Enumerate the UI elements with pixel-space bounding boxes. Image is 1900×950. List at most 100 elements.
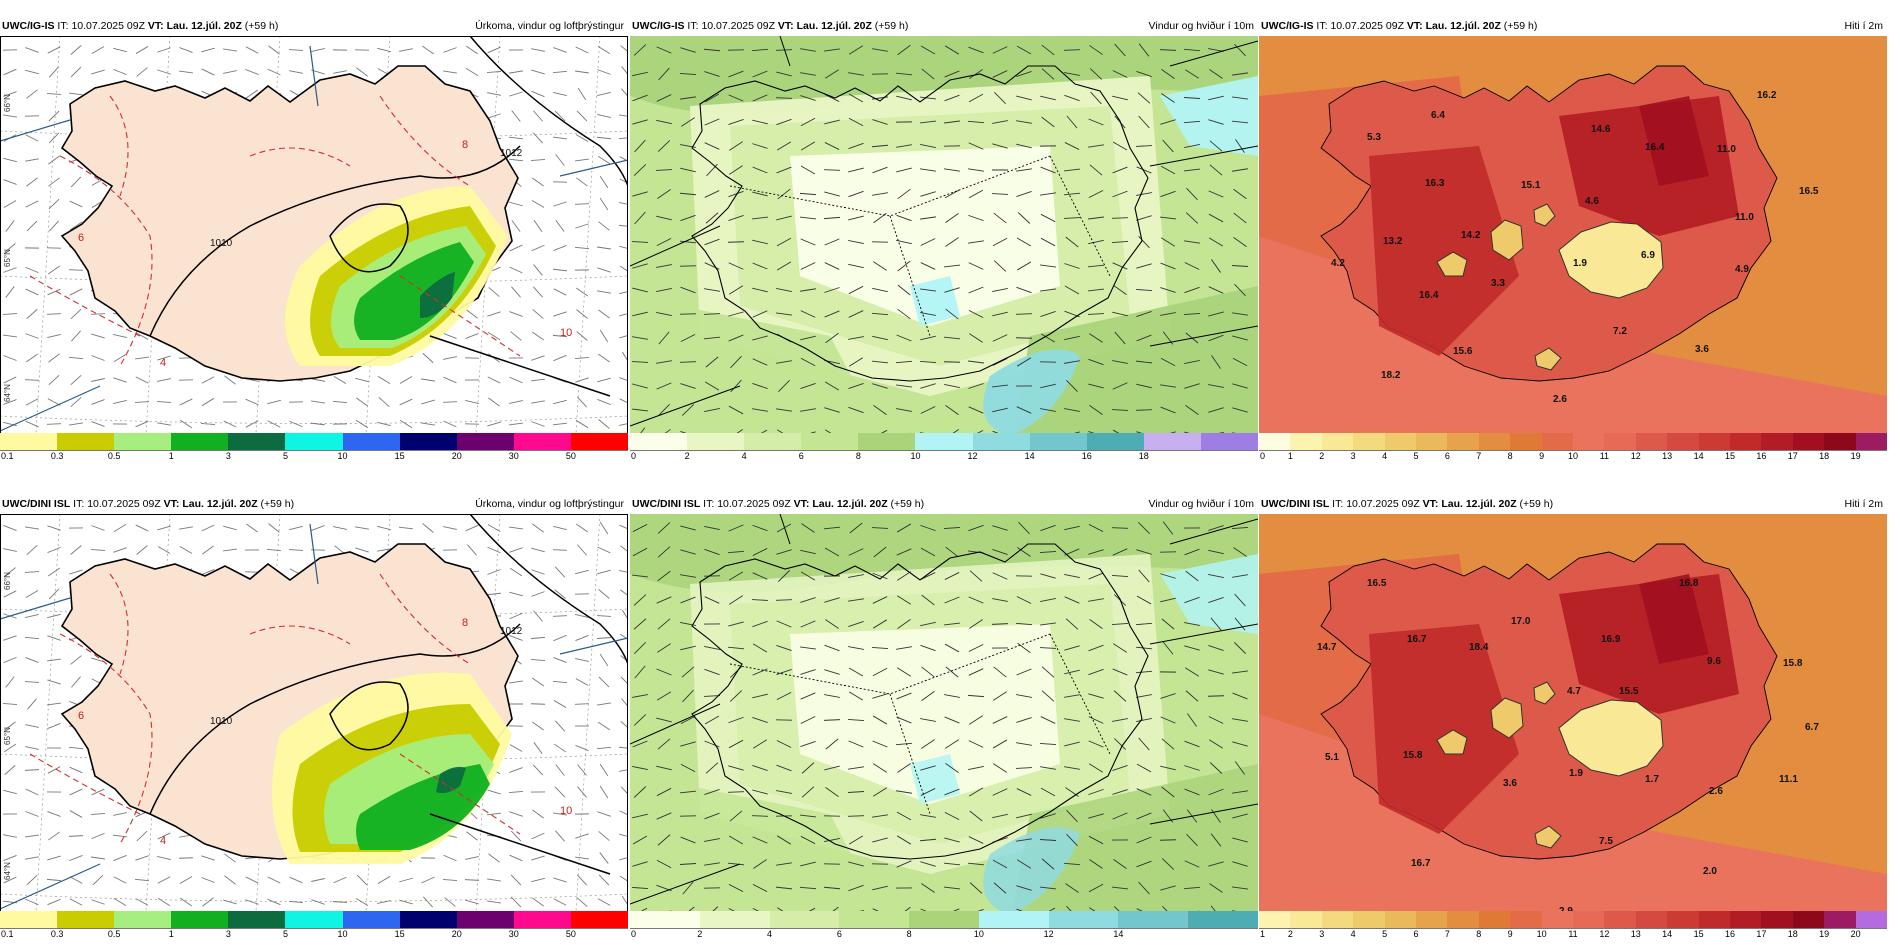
- precip-shading: [285, 186, 508, 366]
- panel-header: UWC/IG-IS IT: 10.07.2025 09Z VT: Lau. 12…: [0, 18, 628, 34]
- colorbar-swatch: [513, 911, 572, 928]
- model-name: UWC/DINI ISL: [2, 498, 71, 510]
- colorbar-tick-label: 0: [1260, 451, 1266, 461]
- colorbar-swatch: [1510, 433, 1543, 450]
- temp-contour-label: 8: [462, 617, 468, 629]
- colorbar-tick-label: 15: [1724, 451, 1736, 461]
- panel-title: Vindur og hviður í 10m: [1148, 498, 1254, 510]
- valid-time: Lau. 12.júl. 20Z: [1441, 498, 1517, 510]
- colorbar-swatch: [342, 911, 401, 928]
- model-name: UWC/DINI ISL: [632, 498, 701, 510]
- colorbar-swatch: [1698, 911, 1731, 928]
- colorbar-swatch: [1353, 911, 1386, 928]
- temp-value-label: 4.9: [1735, 264, 1749, 275]
- valid-prefix: VT:: [777, 20, 794, 32]
- valid-prefix: VT:: [1406, 20, 1423, 32]
- colorbar-tick-label: 12: [1630, 451, 1641, 461]
- issue-time: 10.07.2025 09Z: [717, 498, 791, 510]
- colorbar-swatch: [399, 911, 458, 928]
- colorbar-swatch: [1667, 433, 1700, 450]
- temperature-contours: [29, 95, 521, 367]
- valid-prefix: VT:: [163, 498, 180, 510]
- colorbar-tick-label: 10: [910, 451, 921, 461]
- colorbar-swatch: [769, 911, 840, 928]
- valid-prefix: VT:: [793, 498, 810, 510]
- temp-value-label: 4.7: [1567, 686, 1581, 697]
- colorbar-tick-label: 2: [697, 929, 703, 939]
- colorbar-tick-label: 18: [1819, 451, 1830, 461]
- colorbar-tick-label: 5: [282, 929, 288, 939]
- colorbar-swatch: [1573, 911, 1605, 928]
- colorbar-axis: [630, 928, 1258, 929]
- colorbar-axis: [0, 450, 628, 451]
- temp-value-label: 16.4: [1419, 290, 1439, 301]
- colorbar-swatch: [744, 433, 802, 450]
- issue-prefix: IT:: [687, 20, 699, 32]
- coastline: [691, 543, 1149, 860]
- colorbar-tick-label: 18: [1787, 929, 1798, 939]
- lead-time: (+59 h): [890, 498, 925, 510]
- colorbar-swatch: [1188, 911, 1259, 928]
- temp-contour-label: 8: [462, 139, 468, 151]
- colorbar-swatch: [1635, 433, 1668, 450]
- temp-colorbar: 1 2 3 4 5 6 7 8 9 10 11 12 13 14 15 16 17 18 19 20: [1259, 911, 1888, 939]
- colorbar-swatch: [57, 911, 115, 928]
- colorbar-swatch: [1478, 433, 1511, 450]
- colorbar-swatch: [1384, 911, 1417, 928]
- panel-title: Hiti í 2m: [1844, 498, 1883, 510]
- colorbar-swatch: [1118, 911, 1189, 928]
- wind-map[interactable]: [630, 36, 1258, 450]
- colorbar-swatch: [399, 433, 458, 450]
- issue-time: 10.07.2025 09Z: [87, 498, 161, 510]
- colorbar-tick-label: 1: [1287, 451, 1293, 461]
- colorbar-swatch: [1541, 911, 1574, 928]
- temp-value-label: 7.5: [1599, 836, 1613, 847]
- colorbar-swatch: [1667, 911, 1700, 928]
- temp-map[interactable]: 16.5 16.8 17.0 16.9 14.7 16.7 18.4 9.6 15.8 4.7 15…: [1259, 514, 1887, 928]
- precip-map[interactable]: 1010 1012 6 4 10 8 66°N 65°N 64°N: [0, 514, 628, 928]
- temp-value-label: 16.3: [1425, 178, 1445, 189]
- temp-value-label: 1.7: [1645, 774, 1659, 785]
- colorbar-swatch: [1730, 433, 1762, 450]
- colorbar-swatch: [114, 911, 172, 928]
- colorbar-swatch: [57, 433, 115, 450]
- temp-value-label: 5.3: [1367, 132, 1381, 143]
- colorbar-swatch: [1447, 433, 1480, 450]
- colorbar-tick-label: 19: [1819, 929, 1830, 939]
- panel-title: Vindur og hviður í 10m: [1148, 20, 1254, 32]
- colorbar-swatch: [972, 433, 1031, 450]
- colorbar-tick-label: 19: [1850, 451, 1861, 461]
- issue-time: 10.07.2025 09Z: [701, 20, 775, 32]
- colorbar-tick-label: 14: [1662, 929, 1673, 939]
- temp-value-label: 4.2: [1331, 258, 1345, 269]
- colorbar-swatch: [1353, 433, 1386, 450]
- temp-value-label: 16.5: [1799, 186, 1819, 197]
- temp-map[interactable]: 5.3 6.4 14.6 16.4 11.0 16.2 16.3 15.1 4.6 16.5 11.…: [1259, 36, 1887, 450]
- temp-contour-label: 4: [160, 835, 166, 847]
- valid-time: Lau. 12.júl. 20Z: [796, 20, 872, 32]
- colorbar-swatch: [1416, 433, 1448, 450]
- colorbar-tick-label: 3: [1319, 929, 1325, 939]
- colorbar-swatch: [1259, 433, 1291, 450]
- colorbar-swatch: [513, 433, 572, 450]
- lead-time: (+59 h): [260, 498, 295, 510]
- wind-map[interactable]: [630, 514, 1258, 928]
- panel-precip-bottom: UWC/DINI ISL IT: 10.07.2025 09Z VT: Lau.…: [0, 496, 629, 942]
- temp-value-label: 6.4: [1431, 110, 1445, 121]
- colorbar-tick-label: 12: [1599, 929, 1610, 939]
- valid-time: Lau. 12.júl. 20Z: [166, 20, 242, 32]
- land-temp-shading: [1369, 96, 1739, 356]
- domain-lines: [0, 523, 628, 910]
- panel-title: Hiti í 2m: [1844, 20, 1883, 32]
- colorbar-swatch: [858, 433, 916, 450]
- isobar-label: 1010: [210, 716, 233, 727]
- colorbar-swatch: [630, 433, 688, 450]
- colorbar-swatch: [1761, 911, 1794, 928]
- valid-time: Lau. 12.júl. 20Z: [1425, 20, 1501, 32]
- model-name: UWC/IG-IS: [632, 20, 685, 32]
- latitude-label: 66°N: [3, 94, 12, 112]
- colorbar-tick-label: 9: [1507, 929, 1513, 939]
- colorbar-tick-label: 4: [1382, 451, 1388, 461]
- temp-value-label: 11.0: [1717, 144, 1736, 155]
- precip-map[interactable]: 1010 1012 6 4 10 8 66°N 65°N 64°N: [0, 36, 628, 450]
